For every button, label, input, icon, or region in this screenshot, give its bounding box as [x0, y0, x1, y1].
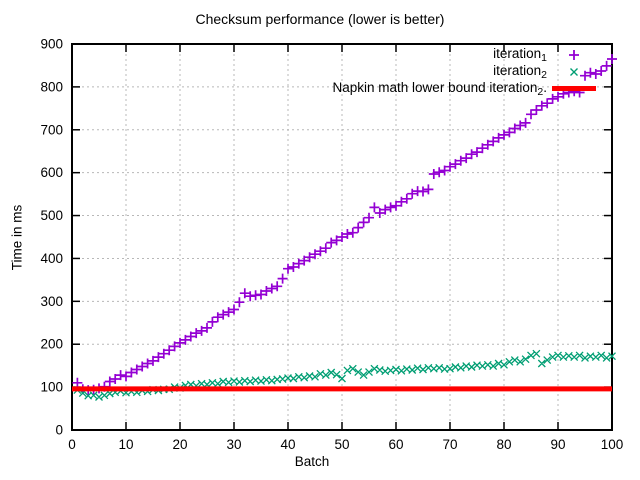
legend-label-lower-bound: Napkin math lower bound iteration2.: [332, 79, 547, 98]
x-tick-label: 100: [601, 437, 624, 452]
x-tick-label: 40: [280, 437, 295, 452]
red-line-icon: [551, 86, 597, 91]
x-tick-label: 90: [550, 437, 565, 452]
legend-label-iteration1: iteration1: [493, 45, 547, 64]
legend: iteration1 iteration2 Napkin math lower …: [332, 45, 597, 98]
y-tick-label: 900: [40, 37, 63, 52]
plus-marker-icon: [551, 48, 597, 62]
x-axis-label: Batch: [294, 454, 330, 469]
x-tick-label: 80: [496, 437, 511, 452]
y-tick-label: 200: [40, 337, 63, 352]
x-tick-label: 20: [172, 437, 187, 452]
y-tick-label: 500: [40, 208, 63, 223]
legend-entry-iteration1: iteration1: [333, 45, 597, 64]
plot-border: [71, 43, 613, 431]
series-iteration1: [72, 54, 617, 396]
x-tick-label: 50: [334, 437, 349, 452]
y-tick-label: 600: [40, 165, 63, 180]
y-tick-label: 800: [40, 79, 63, 94]
chart-title: Checksum performance (lower is better): [195, 11, 445, 27]
legend-entry-iteration2: iteration2: [333, 62, 597, 81]
y-axis-label: Time in ms: [9, 204, 25, 271]
legend-entry-lower-bound: Napkin math lower bound iteration2.: [332, 79, 597, 98]
y-tick-label: 0: [55, 423, 63, 438]
x-tick-label: 0: [68, 437, 76, 452]
x-tick-label: 70: [442, 437, 457, 452]
y-tick-label: 400: [40, 251, 63, 266]
x-tick-label: 10: [118, 437, 133, 452]
x-tick-label: 60: [388, 437, 403, 452]
legend-label-iteration2: iteration2: [493, 62, 547, 81]
x-tick-label: 30: [226, 437, 241, 452]
cross-marker-icon: [551, 66, 597, 78]
y-tick-label: 300: [40, 294, 63, 309]
y-tick-label: 700: [40, 122, 63, 137]
y-tick-label: 100: [40, 380, 63, 395]
